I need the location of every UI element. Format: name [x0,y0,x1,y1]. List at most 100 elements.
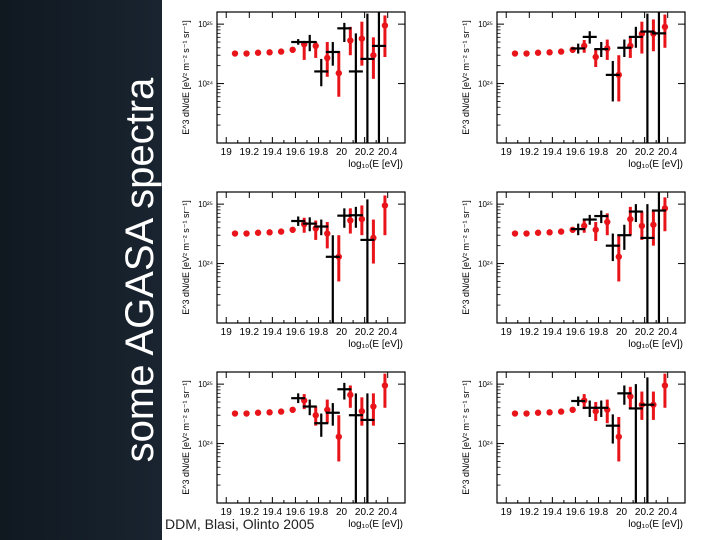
model-point [231,410,239,417]
x-tick-label: 19.4 [543,507,563,518]
y-axis-label: E^3 dN/dE [eV² m⁻² s⁻¹ sr⁻¹] [461,380,471,495]
y-axis-label: E^3 dN/dE [eV² m⁻² s⁻¹ sr⁻¹] [461,20,471,135]
model-point [254,49,262,56]
y-tick-label: 10²⁴ [198,260,214,269]
model-point [523,50,530,57]
chart-panel-4: 19 19.2 19.4 19.6 19.8 20 20.2 20.4 10²⁵ 10²⁴ E^3 … [461,191,686,350]
y-tick-label: 10²⁴ [478,260,494,269]
model-point [243,230,250,237]
model-point [511,50,519,57]
x-tick-label: 19.8 [589,327,609,338]
model-point [627,393,634,400]
x-tick-label: 19.8 [589,147,609,158]
x-tick-label: 20 [336,147,348,158]
plot-frame [496,371,686,504]
model-point [615,433,622,440]
model-point [289,46,296,53]
x-tick-label: 20 [336,327,348,338]
model-point [347,391,354,399]
x-tick-label: 20 [616,507,628,518]
x-tick-label: 20.4 [378,327,398,338]
model-point [604,218,611,226]
x-tick-label: 19.6 [566,327,586,338]
y-tick-label: 10²⁵ [478,380,493,389]
x-tick-label: 20.2 [355,147,375,158]
model-point [381,22,389,29]
x-tick-label: 20.4 [378,147,398,158]
x-tick-label: 19.8 [309,507,329,518]
model-point [557,228,565,235]
y-tick-label: 10²⁵ [198,380,213,389]
model-point [358,215,366,223]
model-point [661,23,669,31]
model-point [324,406,331,413]
y-tick-label: 10²⁴ [198,80,214,89]
x-tick-label: 20 [616,327,628,338]
x-tick-label: 20.2 [355,507,375,518]
x-tick-label: 19.8 [309,327,329,338]
x-tick-label: 20.4 [378,507,398,518]
x-tick-label: 19.2 [240,507,260,518]
x-axis-label: log₁₀(E [eV]) [628,159,683,170]
model-point [231,230,239,237]
x-tick-label: 20.2 [355,327,375,338]
x-tick-label: 20.4 [658,147,678,158]
model-point [592,53,599,61]
x-tick-label: 20.2 [635,327,655,338]
model-point [324,230,331,237]
model-point [557,48,565,55]
plot-frame [496,11,686,144]
model-point [534,229,542,236]
x-axis-label: log₁₀(E [eV]) [628,519,683,530]
x-tick-label: 19.2 [520,507,540,518]
model-point [523,230,530,237]
plot-frame [216,371,406,504]
model-point [266,409,273,416]
y-axis-label: E^3 dN/dE [eV² m⁻² s⁻¹ sr⁻¹] [181,200,191,315]
model-point [289,226,296,233]
y-tick-label: 10²⁴ [198,440,214,449]
x-tick-label: 20 [336,507,348,518]
model-point [580,222,588,230]
model-point [335,69,342,77]
model-point [381,202,389,209]
model-point [627,215,634,223]
model-point [347,217,354,224]
model-point [370,52,377,59]
model-point [243,410,250,417]
model-point [592,226,599,233]
y-tick-label: 10²⁵ [478,20,493,29]
y-tick-label: 10²⁴ [478,440,494,449]
model-point [231,50,239,57]
y-axis-label: E^3 dN/dE [eV² m⁻² s⁻¹ sr⁻¹] [181,20,191,135]
model-point [254,409,262,416]
x-tick-label: 19.2 [520,147,540,158]
y-axis-label: E^3 dN/dE [eV² m⁻² s⁻¹ sr⁻¹] [461,200,471,315]
chart-panel-3: 19 19.2 19.4 19.6 19.8 20 20.2 20.4 10²⁵ 10²⁴ E^3 … [181,191,406,350]
x-tick-label: 19 [501,327,513,338]
plot-frame [216,191,406,324]
model-point [546,229,553,236]
x-tick-label: 19 [501,147,513,158]
x-tick-label: 19.4 [543,327,563,338]
x-tick-label: 19.2 [240,147,260,158]
model-point [661,382,669,389]
x-tick-label: 19.6 [566,147,586,158]
x-tick-label: 19.4 [543,147,563,158]
chart-panel-6: 19 19.2 19.4 19.6 19.8 20 20.2 20.4 10²⁵ 10²⁴ E^3 … [461,371,686,530]
x-tick-label: 20 [616,147,628,158]
x-tick-label: 19.6 [286,147,306,158]
model-point [289,406,296,413]
slide-title: some AGASA spectra [118,77,162,463]
x-axis-label: log₁₀(E [eV]) [348,519,403,530]
y-tick-label: 10²⁵ [478,200,493,209]
x-tick-label: 19.4 [263,507,283,518]
model-point [615,253,622,260]
x-tick-label: 20.4 [658,327,678,338]
x-tick-label: 19.4 [263,327,283,338]
figure-panel: 19 19.2 19.4 19.6 19.8 20 20.2 20.4 10²⁵ 10²⁴ E^3 … [162,0,720,540]
x-tick-label: 19.8 [309,147,329,158]
x-tick-label: 19 [221,507,233,518]
model-point [592,408,599,415]
